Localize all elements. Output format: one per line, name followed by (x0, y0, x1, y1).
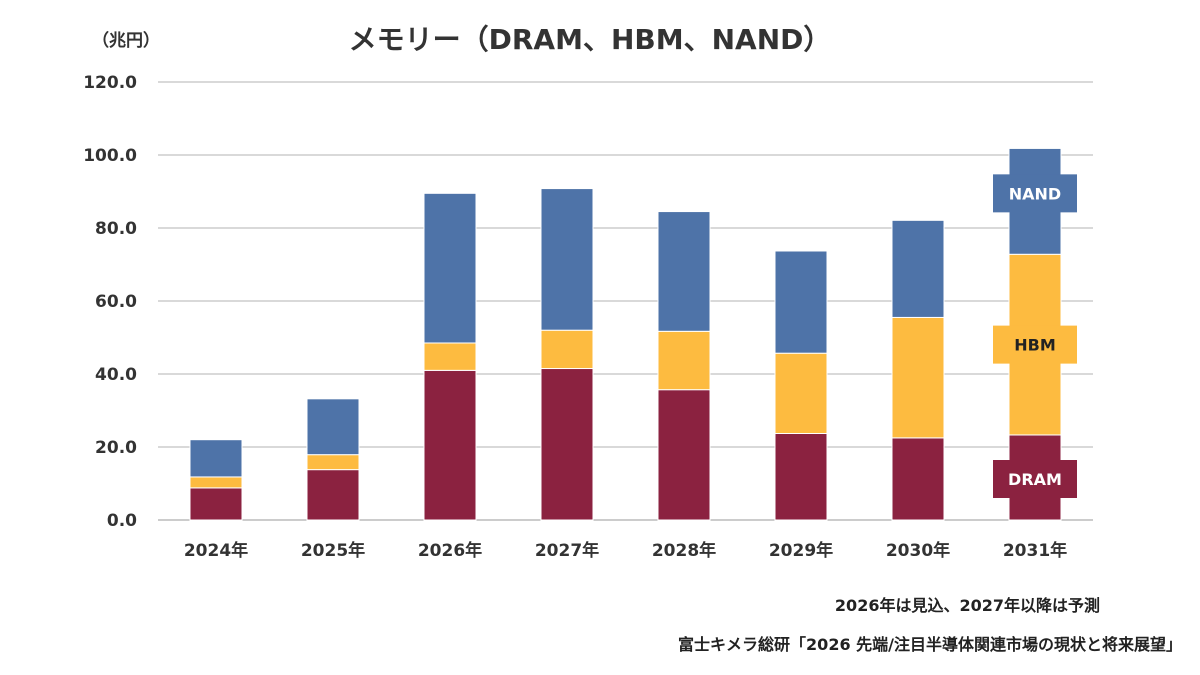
y-axis-unit: （兆円） (92, 31, 160, 51)
x-tick-label: 2029年 (769, 540, 833, 561)
x-tick-label: 2028年 (652, 540, 716, 561)
forecast-note: 2026年は見込、2027年以降は予測 (834, 596, 1100, 615)
series-label-box (993, 460, 1077, 498)
bar-dram (891, 437, 945, 521)
bar-hbm (774, 352, 828, 434)
bar-dram (306, 469, 360, 521)
series-label-box (993, 174, 1077, 213)
bar-hbm (306, 454, 360, 471)
gridlines (158, 81, 1093, 521)
bar-dram (540, 368, 594, 521)
x-tick-label: 2030年 (886, 540, 950, 561)
x-tick-label: 2027年 (535, 540, 599, 561)
x-tick-label: 2024年 (184, 540, 248, 561)
y-tick-label: 20.0 (95, 438, 137, 458)
bars (189, 147, 1062, 521)
bar-hbm (189, 476, 243, 489)
bar-nand (774, 250, 828, 354)
bar-dram (189, 487, 243, 521)
y-tick-label: 120.0 (83, 73, 137, 93)
y-tick-label: 0.0 (107, 511, 137, 531)
y-tick-label: 100.0 (83, 146, 137, 166)
y-tick-label: 40.0 (95, 365, 137, 385)
series-label-hbm: HBM (1014, 336, 1056, 355)
bar-hbm (657, 330, 711, 391)
bar-hbm (423, 342, 477, 371)
series-label-dram: DRAM (1008, 470, 1062, 489)
x-tick-label: 2025年 (301, 540, 365, 561)
y-tick-label: 60.0 (95, 292, 137, 312)
bar-nand (540, 188, 594, 331)
bar-dram (774, 432, 828, 521)
bar-hbm (540, 329, 594, 370)
bar-nand (891, 219, 945, 318)
bar-nand (189, 439, 243, 478)
bar-dram (657, 389, 711, 521)
x-tick-label: 2026年 (418, 540, 482, 561)
series-label-box (993, 325, 1077, 364)
bar-hbm (891, 316, 945, 439)
chart-title: メモリー（DRAM、HBM、NAND） (348, 23, 832, 56)
bar-nand (657, 211, 711, 332)
source-citation: 富士キメラ総研「2026 先端/注目半導体関連市場の現状と将来展望」 (678, 635, 1182, 654)
x-axis-ticks: 2024年 2025年 2026年 2027年 2028年 2029年 2030年 2031年 (184, 540, 1067, 561)
bar-nand (423, 192, 477, 344)
bar-nand (306, 398, 360, 456)
y-tick-label: 80.0 (95, 219, 137, 239)
x-tick-label: 2031年 (1003, 540, 1067, 561)
series-label-nand: NAND (1009, 184, 1061, 203)
series-labels: DRAM HBM NAND (993, 174, 1077, 498)
y-axis-ticks: 0.0 20.0 40.0 60.0 80.0 100.0 120.0 (83, 73, 137, 531)
bar-dram (423, 369, 477, 521)
